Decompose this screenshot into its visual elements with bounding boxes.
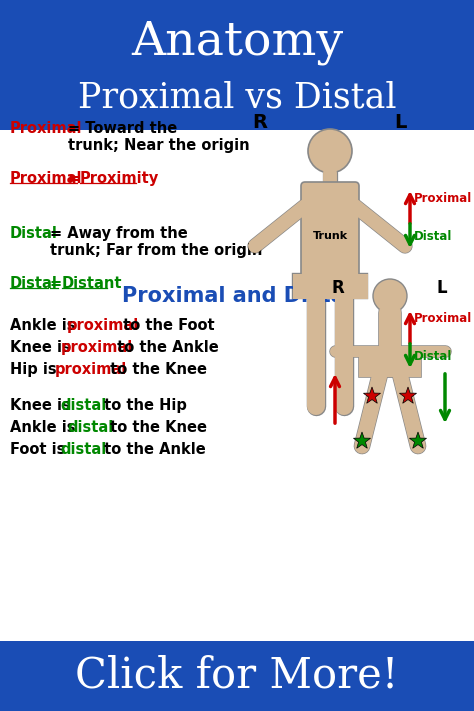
Text: Trunk: Trunk [312, 231, 347, 241]
Text: Proximal vs Distal: Proximal vs Distal [78, 81, 396, 115]
Text: Anatomy: Anatomy [131, 19, 343, 65]
Text: proximal: proximal [67, 318, 139, 333]
Text: to the Ankle: to the Ankle [112, 340, 219, 355]
Text: Knee is: Knee is [10, 340, 76, 355]
Text: =: = [68, 171, 80, 186]
Text: = Away from the
trunk; Far from the origin: = Away from the trunk; Far from the orig… [50, 226, 263, 258]
Text: L: L [394, 114, 406, 132]
Text: Distant: Distant [62, 276, 122, 291]
Text: Click for More!: Click for More! [75, 655, 399, 697]
Text: distal: distal [61, 398, 107, 413]
Text: distal: distal [61, 442, 107, 457]
Text: to the Knee: to the Knee [105, 420, 207, 435]
Text: L: L [437, 279, 447, 297]
Text: Proximal: Proximal [414, 311, 472, 324]
Text: Foot is: Foot is [10, 442, 71, 457]
Polygon shape [364, 387, 381, 403]
Text: to the Hip: to the Hip [99, 398, 187, 413]
Text: to the Ankle: to the Ankle [99, 442, 206, 457]
Text: distal: distal [67, 420, 113, 435]
Text: Proximity: Proximity [80, 171, 159, 186]
Text: Proximal and Distal: Proximal and Distal [122, 286, 352, 306]
Text: Proximal: Proximal [414, 191, 472, 205]
Text: to the Foot: to the Foot [118, 318, 215, 333]
Text: Distal: Distal [10, 276, 58, 291]
Text: Ankle is: Ankle is [10, 420, 81, 435]
Text: R: R [332, 279, 345, 297]
Text: to the Knee: to the Knee [105, 362, 207, 377]
Circle shape [373, 279, 407, 313]
Bar [0, 641, 474, 711]
Text: Distal: Distal [414, 230, 452, 242]
Text: Knee is: Knee is [10, 398, 76, 413]
Text: Hip is: Hip is [10, 362, 62, 377]
Polygon shape [354, 432, 371, 448]
Polygon shape [400, 387, 417, 403]
Text: = Toward the
trunk; Near the origin: = Toward the trunk; Near the origin [68, 121, 250, 154]
FancyBboxPatch shape [301, 182, 359, 290]
Text: Ankle is: Ankle is [10, 318, 81, 333]
Text: Distal: Distal [414, 350, 452, 363]
Circle shape [308, 129, 352, 173]
Text: Distal: Distal [10, 226, 58, 241]
Text: =: = [50, 276, 62, 291]
Bar [0, 0, 474, 130]
Text: proximal: proximal [55, 362, 127, 377]
Text: Proximal: Proximal [10, 121, 82, 136]
Text: proximal: proximal [61, 340, 133, 355]
Text: R: R [253, 114, 267, 132]
Polygon shape [410, 432, 427, 448]
Text: Proximal: Proximal [10, 171, 82, 186]
